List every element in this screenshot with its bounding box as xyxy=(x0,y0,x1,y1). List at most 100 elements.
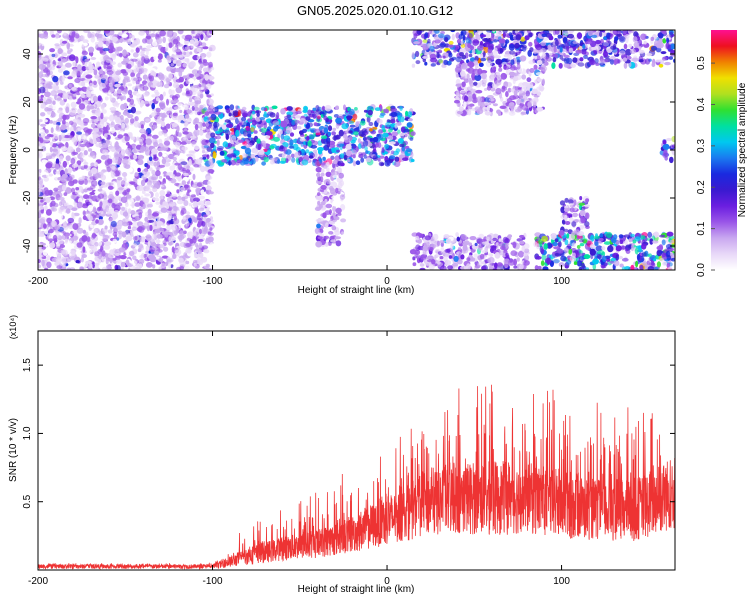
heatmap-cell xyxy=(83,150,88,156)
heatmap-cell xyxy=(631,57,639,62)
heatmap-cell xyxy=(188,97,193,103)
heatmap-cell xyxy=(542,52,546,57)
heatmap-cell xyxy=(77,135,82,142)
heatmap-cell xyxy=(334,236,341,240)
heatmap-cell xyxy=(324,104,332,112)
heatmap-cell xyxy=(41,41,45,47)
heatmap-cell xyxy=(48,228,54,234)
heatmap-cell xyxy=(661,56,668,61)
heatmap-cell xyxy=(49,48,55,53)
heatmap-cell xyxy=(78,103,86,110)
heatmap-cell xyxy=(111,165,116,170)
heatmap-cell xyxy=(67,180,75,187)
heatmap-cell xyxy=(185,243,192,247)
heatmap-cell xyxy=(455,74,460,78)
heatmap-cell xyxy=(143,57,150,64)
heatmap-cell xyxy=(134,110,142,115)
heatmap-cell xyxy=(216,160,222,165)
heatmap-cell xyxy=(345,143,352,150)
heatmap-cell xyxy=(130,136,136,141)
heatmap-cell xyxy=(146,45,153,49)
heatmap-cell xyxy=(451,56,457,61)
heatmap-cell xyxy=(493,47,498,53)
heatmap-cell xyxy=(588,59,596,66)
heatmap-cell xyxy=(250,153,256,159)
heatmap-cell xyxy=(63,232,71,237)
heatmap-cell xyxy=(276,112,280,119)
heatmap-cell xyxy=(117,202,123,207)
heatmap-cell xyxy=(88,245,95,249)
heatmap-cell xyxy=(381,147,385,154)
heatmap-cell xyxy=(111,202,116,209)
heatmap-cell xyxy=(99,201,103,209)
heatmap-cell xyxy=(177,102,182,106)
heatmap-cell xyxy=(91,90,95,95)
heatmap-cell xyxy=(110,171,116,179)
heatmap-cell xyxy=(105,40,110,47)
heatmap-cell xyxy=(120,261,126,268)
heatmap-cell xyxy=(138,67,145,74)
heatmap-cell xyxy=(173,215,177,221)
heatmap-cell xyxy=(169,30,173,36)
heatmap-cell xyxy=(187,231,194,239)
heatmap-cell xyxy=(38,53,42,61)
heatmap-cell xyxy=(82,229,87,234)
heatmap-cell xyxy=(168,42,173,49)
heatmap-cell xyxy=(188,73,195,78)
heatmap-cell xyxy=(317,147,325,152)
heatmap-cell xyxy=(42,132,45,139)
heatmap-cell xyxy=(101,250,106,257)
heatmap-cell xyxy=(71,86,77,91)
heatmap-cell xyxy=(384,159,391,167)
heatmap-cell xyxy=(200,34,204,41)
heatmap-cell xyxy=(358,153,364,159)
heatmap-cell xyxy=(43,223,47,229)
heatmap-cell xyxy=(63,192,68,197)
heatmap-cell xyxy=(312,107,317,112)
heatmap-cell xyxy=(38,80,45,84)
heatmap-cell xyxy=(85,260,92,264)
heatmap-cell xyxy=(341,123,349,130)
heatmap-cell xyxy=(225,161,233,165)
heatmap-cell xyxy=(365,157,372,163)
heatmap-cell xyxy=(336,149,340,153)
heatmap-cell xyxy=(63,70,70,76)
heatmap-cell xyxy=(113,64,118,72)
heatmap-cell xyxy=(257,143,262,150)
heatmap-cell xyxy=(143,146,149,152)
heatmap-cell xyxy=(100,103,105,110)
heatmap-cell xyxy=(617,59,621,64)
heatmap-cell xyxy=(122,78,126,86)
heatmap-cell xyxy=(516,63,521,70)
heatmap-cell xyxy=(474,65,479,69)
heatmap-cell xyxy=(113,76,119,83)
heatmap-cell xyxy=(528,60,535,65)
heatmap-cell xyxy=(256,124,264,128)
heatmap-cell xyxy=(38,177,44,185)
heatmap-cell xyxy=(461,73,467,77)
heatmap-cell xyxy=(559,55,564,60)
heatmap-cell xyxy=(368,121,374,127)
heatmap-cell xyxy=(467,32,473,39)
heatmap-cell xyxy=(61,184,67,191)
heatmap-cell xyxy=(610,45,617,50)
heatmap-cell xyxy=(43,267,49,270)
heatmap-cell xyxy=(94,257,100,262)
heatmap-cell xyxy=(97,40,103,48)
heatmap-cell xyxy=(466,108,472,113)
heatmap-cell xyxy=(145,138,152,146)
heatmap-cell xyxy=(316,223,321,229)
heatmap-cell xyxy=(179,84,184,89)
heatmap-cell xyxy=(131,58,138,62)
heatmap-cell xyxy=(377,158,381,162)
heatmap-cell xyxy=(172,112,178,116)
heatmap-cell xyxy=(241,116,247,122)
heatmap-cell xyxy=(163,140,171,146)
heatmap-cell xyxy=(102,266,108,270)
heatmap-cell xyxy=(296,125,302,130)
heatmap-cell xyxy=(89,191,96,196)
heatmap-cell xyxy=(84,178,88,185)
heatmap-cell xyxy=(93,190,100,196)
heatmap-cell xyxy=(75,260,80,264)
heatmap-cell xyxy=(39,137,44,144)
